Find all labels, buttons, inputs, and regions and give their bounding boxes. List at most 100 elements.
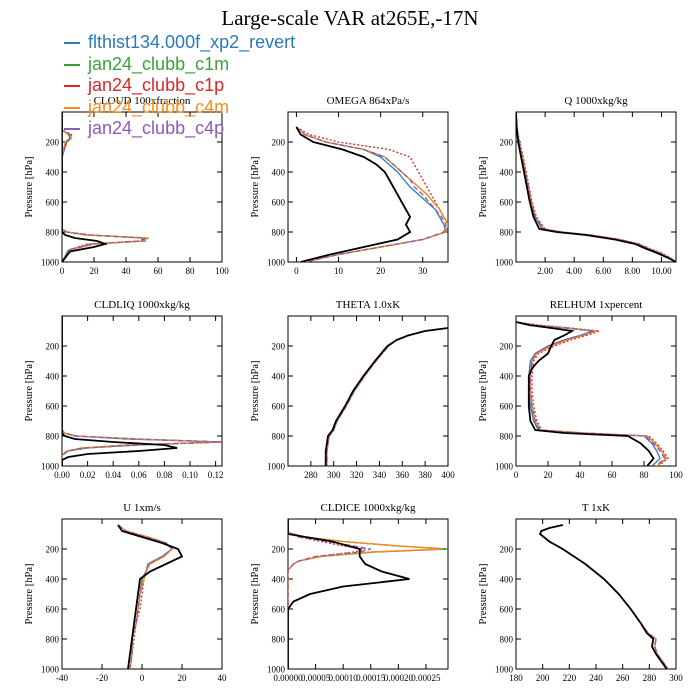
legend-item-5: jan24_clubb_c4p (64, 118, 295, 140)
series-line (326, 327, 448, 466)
x-tick-label: 0.12 (208, 470, 224, 480)
legend-swatch (64, 128, 80, 131)
x-tick-label: 20 (376, 266, 386, 276)
y-tick-label: 400 (500, 168, 514, 178)
y-axis-label: Pressure [hPa] (24, 564, 35, 625)
y-tick-label: 400 (272, 575, 286, 585)
series-line (516, 321, 666, 466)
x-tick-label: 0.00010 (329, 673, 359, 683)
series-line (516, 321, 668, 466)
series-line (117, 524, 173, 669)
series-line (516, 321, 669, 466)
panel-title: CLOUD 100xfraction (94, 95, 191, 107)
y-tick-label: 600 (500, 605, 514, 615)
y-tick-label: 400 (272, 372, 286, 382)
y-tick-label: 600 (500, 198, 514, 208)
y-tick-label: 600 (500, 402, 514, 412)
x-tick-label: 10.00 (651, 266, 672, 276)
x-tick-label: 0.00015 (356, 673, 386, 683)
y-tick-label: 1000 (267, 462, 286, 472)
y-tick-label: 800 (272, 228, 286, 238)
x-tick-label: 280 (643, 673, 657, 683)
legend: flthist134.000f_xp2_revert jan24_clubb_c… (64, 32, 295, 140)
y-axis-label: Pressure [hPa] (478, 157, 489, 218)
y-tick-label: 1000 (495, 258, 514, 268)
y-tick-label: 600 (272, 198, 286, 208)
y-tick-label: 800 (500, 432, 514, 442)
legend-swatch (64, 42, 80, 45)
series-line (295, 126, 448, 262)
series-line (516, 321, 668, 466)
x-tick-label: 200 (536, 673, 550, 683)
x-tick-label: 240 (589, 673, 603, 683)
y-tick-label: 400 (46, 372, 60, 382)
series-line (516, 112, 676, 262)
series-line (295, 126, 447, 262)
y-tick-label: 800 (46, 228, 60, 238)
series-line (516, 112, 676, 262)
x-tick-label: 10 (334, 266, 344, 276)
panel-title: THETA 1.0xK (336, 299, 401, 311)
series-line (516, 112, 676, 262)
series-line (62, 316, 222, 466)
legend-item-3: jan24_clubb_c1p (64, 75, 295, 97)
x-tick-label: 300 (669, 673, 683, 683)
y-tick-label: 800 (272, 635, 286, 645)
y-tick-label: 1000 (495, 665, 514, 675)
x-tick-label: 60 (154, 266, 164, 276)
series-line (117, 524, 173, 669)
y-tick-label: 800 (46, 432, 60, 442)
x-tick-label: 220 (563, 673, 577, 683)
x-tick-label: 20 (178, 673, 188, 683)
panel-title: T 1xK (582, 502, 610, 514)
x-tick-label: 2.00 (537, 266, 553, 276)
x-tick-label: 0 (140, 673, 145, 683)
y-tick-label: 800 (46, 635, 60, 645)
series-line (516, 321, 655, 466)
y-tick-label: 1000 (41, 258, 60, 268)
x-tick-label: -20 (96, 673, 108, 683)
x-tick-label: 340 (373, 470, 387, 480)
legend-label: jan24_clubb_c4p (88, 118, 225, 138)
panel-frame (515, 111, 677, 263)
y-tick-label: 200 (500, 138, 514, 148)
y-tick-label: 1000 (41, 462, 60, 472)
legend-label: jan24_clubb_c1p (88, 75, 225, 95)
x-tick-label: 380 (418, 470, 432, 480)
legend-item-1: flthist134.000f_xp2_revert (64, 32, 295, 54)
x-tick-label: 0 (514, 470, 519, 480)
series-line (295, 126, 448, 262)
series-line (288, 519, 366, 669)
legend-swatch (64, 85, 80, 88)
x-tick-label: 100 (669, 470, 683, 480)
panel-frame (61, 518, 223, 670)
series-line (62, 316, 178, 466)
y-tick-label: 200 (272, 342, 286, 352)
x-tick-label: 80 (640, 470, 650, 480)
y-axis-label: Pressure [hPa] (250, 157, 261, 218)
x-tick-label: 300 (327, 470, 341, 480)
y-axis-label: Pressure [hPa] (478, 361, 489, 422)
x-tick-label: 0.00025 (411, 673, 441, 683)
x-tick-label: 0.10 (182, 470, 198, 480)
series-line (117, 524, 173, 669)
x-tick-label: 360 (396, 470, 410, 480)
x-tick-label: 40 (218, 673, 228, 683)
series-line (326, 327, 448, 466)
series-line (62, 112, 147, 262)
series-line (117, 524, 184, 669)
x-tick-label: 20 (90, 266, 100, 276)
x-tick-label: 30 (418, 266, 428, 276)
y-tick-label: 200 (272, 138, 286, 148)
y-tick-label: 200 (46, 342, 60, 352)
x-tick-label: 280 (304, 470, 318, 480)
y-tick-label: 600 (46, 605, 60, 615)
y-tick-label: 1000 (267, 665, 286, 675)
y-tick-label: 600 (46, 402, 60, 412)
y-tick-label: 200 (272, 545, 286, 555)
series-line (516, 112, 676, 262)
series-line (326, 327, 448, 466)
y-tick-label: 200 (500, 545, 514, 555)
series-line (324, 327, 448, 466)
